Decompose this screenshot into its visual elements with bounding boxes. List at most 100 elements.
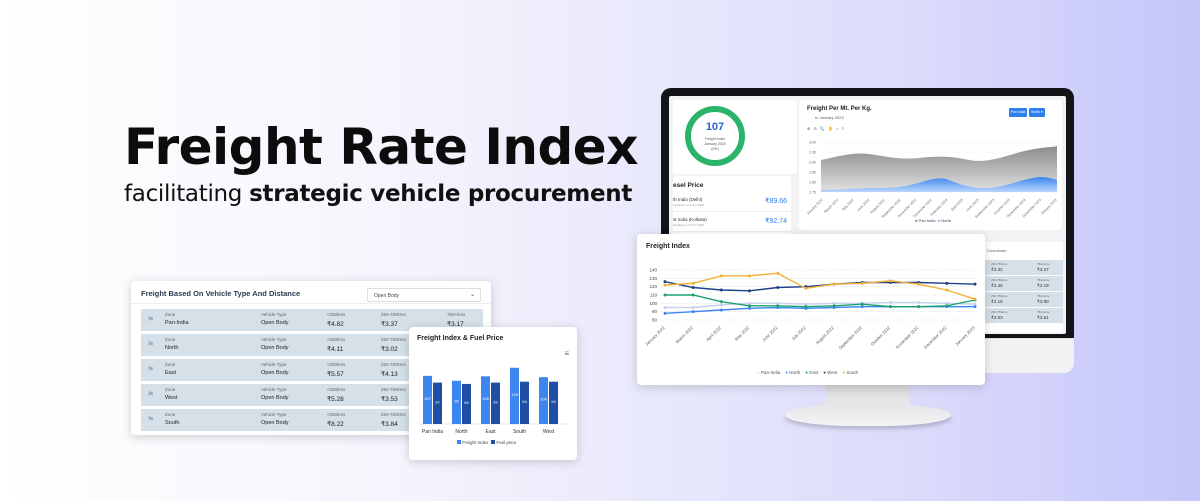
index-point-pan-india [888, 301, 892, 304]
coord-row: 230-750kms ₹4.18 750+kms ₹3.90 [979, 292, 1063, 307]
fpmt-ytick: 2.85 [809, 171, 816, 175]
gauge-date: January 2023 [704, 142, 726, 146]
coord-label: 750+kms [1037, 278, 1050, 282]
index-xtick: April 2022 [705, 325, 722, 342]
index-point-west [776, 286, 780, 289]
col-value-d1: ₹5.28 [327, 396, 344, 403]
north-dropdown[interactable]: North ▾ [1029, 108, 1045, 117]
legend-dot: ● [842, 370, 847, 375]
diesel-note: Updated on 5 Oct 2023 [673, 203, 705, 207]
chart-toolbar-icons[interactable]: ⊕ ⊖ 🔍 ✋ ⌂ ≡ [807, 126, 845, 131]
coord-value: ₹3.19 [1037, 283, 1049, 288]
menu-icon[interactable]: ≡ [564, 349, 569, 358]
fpmt-legend-pan: Pan India [918, 218, 936, 223]
col-value-type: Open Body [261, 395, 289, 401]
legend-label[interactable]: West [827, 370, 838, 375]
index-line-west [664, 280, 976, 292]
select-value: Open Body [374, 293, 400, 299]
fuel-bar-fuel-price [462, 383, 471, 424]
diesel-value: ₹92.74 [765, 218, 787, 225]
col-value-type: Open Body [261, 320, 289, 326]
index-xtick: September 2022 [838, 325, 864, 351]
gauge-ring [685, 106, 745, 166]
fuel-bar-label: 94 [522, 399, 527, 404]
coord-value: ₹4.18 [991, 299, 1003, 304]
col-value-type: Open Body [261, 420, 289, 426]
index-ytick: 80 [652, 318, 658, 323]
index-point-north [860, 305, 864, 309]
col-label-d2: 250-750kms [381, 387, 406, 392]
zone-map-icon: ⚑ [147, 365, 155, 374]
index-point-east [691, 293, 695, 297]
vehicle-table-row[interactable]: ⚑ Zone East Vehicle Type Open Body <250kms ₹5.… [141, 359, 483, 382]
index-point-east [832, 304, 836, 308]
coord-label: 750+kms [1037, 310, 1050, 314]
index-point-east [917, 305, 921, 309]
coord-table: Coordinate 230-750kms ₹3.32 750+kms ₹3.27 23… [979, 242, 1063, 332]
fpmt-ytick: 2.95 [809, 151, 816, 155]
index-xtick: January 2023 [954, 325, 976, 347]
index-point-pan-india [804, 302, 808, 306]
pan-india-button[interactable]: Pan India [1009, 108, 1027, 117]
fuel-bar-freight-index [423, 375, 432, 424]
col-value-d3: ₹3.17 [447, 321, 464, 328]
fpmt-xtick: June 2023 [965, 198, 979, 212]
coord-value: ₹3.27 [1037, 267, 1049, 272]
freight-index-legend: ● Pan-India ● North ● East ● West ● South [757, 370, 863, 375]
col-value-d1: ₹8.22 [327, 421, 344, 428]
index-point-pan-india [663, 306, 667, 309]
fuel-bar-label: 96 [454, 398, 459, 403]
gauge-label: Freight Index [704, 137, 726, 141]
fpmt-title: Freight Per Mt. Per Kg. [807, 106, 872, 112]
col-value-zone: Pan-India [165, 320, 189, 326]
index-point-south [663, 283, 667, 287]
index-point-south [719, 274, 723, 278]
index-xtick: August 2022 [815, 325, 836, 346]
index-point-east [888, 305, 892, 309]
hero-subtitle-bold: strategic vehicle procurement [249, 181, 633, 207]
gauge-change: (0%) [711, 147, 719, 151]
index-ytick: 110 [650, 293, 658, 298]
fuel-chart-title: Freight Index & Fuel Price [417, 335, 504, 342]
zone-map-icon: ⚑ [147, 415, 155, 424]
col-value-zone: West [165, 395, 178, 401]
legend-label[interactable]: East [809, 370, 819, 375]
fuel-bar-label: 106 [482, 396, 489, 401]
freight-index-title: Freight Index [646, 243, 690, 250]
coord-value: ₹3.90 [1037, 299, 1049, 304]
zone-map-icon: ⚑ [147, 390, 155, 399]
fuel-bar-label: 107 [424, 396, 431, 401]
col-label-zone: Zone [165, 362, 176, 367]
diesel-city: th India (Delhi) [673, 197, 703, 202]
index-line-east [665, 294, 976, 308]
col-value-type: Open Body [261, 345, 289, 351]
index-xtick: November 2022 [895, 325, 920, 350]
col-value-d2: ₹3.37 [381, 321, 398, 328]
hero-subtitle-plain: facilitating [124, 181, 250, 207]
index-point-south [888, 279, 892, 283]
col-value-d1: ₹4.82 [327, 321, 344, 328]
fuel-bar-label: 92 [493, 399, 498, 404]
fpmt-xtick: June 2022 [856, 198, 870, 212]
index-point-west [719, 288, 723, 292]
index-ytick: 140 [649, 268, 657, 273]
fuel-bar-freight-index [481, 376, 490, 424]
fpmt-legend-north: North [941, 218, 952, 223]
vehicle-type-select[interactable]: Open Body ⌄ [367, 288, 481, 302]
coord-row: 230-750kms ₹3.32 750+kms ₹3.27 [979, 260, 1063, 275]
legend-label[interactable]: North [789, 370, 801, 375]
vehicle-table-row[interactable]: ⚑ Zone Pan-India Vehicle Type Open Body <250k… [141, 309, 483, 332]
fuel-category-label: South [513, 429, 526, 435]
legend-label[interactable]: Pan-India [760, 370, 781, 375]
col-value-zone: North [165, 345, 179, 351]
index-point-east [663, 293, 667, 297]
legend-label[interactable]: South [846, 370, 859, 375]
index-point-south [973, 297, 977, 301]
fuel-bar-label: 89 [464, 400, 469, 405]
zone-map-icon: ⚑ [147, 340, 155, 349]
fuel-category-label: East [485, 429, 496, 435]
freight-index-card: Freight Index 140 130 120 110 100 90 80 January… [637, 234, 985, 385]
index-point-east [945, 304, 949, 308]
fuel-bar-freight-index [539, 377, 548, 424]
fpmt-xtick: January 2022 [806, 198, 824, 216]
